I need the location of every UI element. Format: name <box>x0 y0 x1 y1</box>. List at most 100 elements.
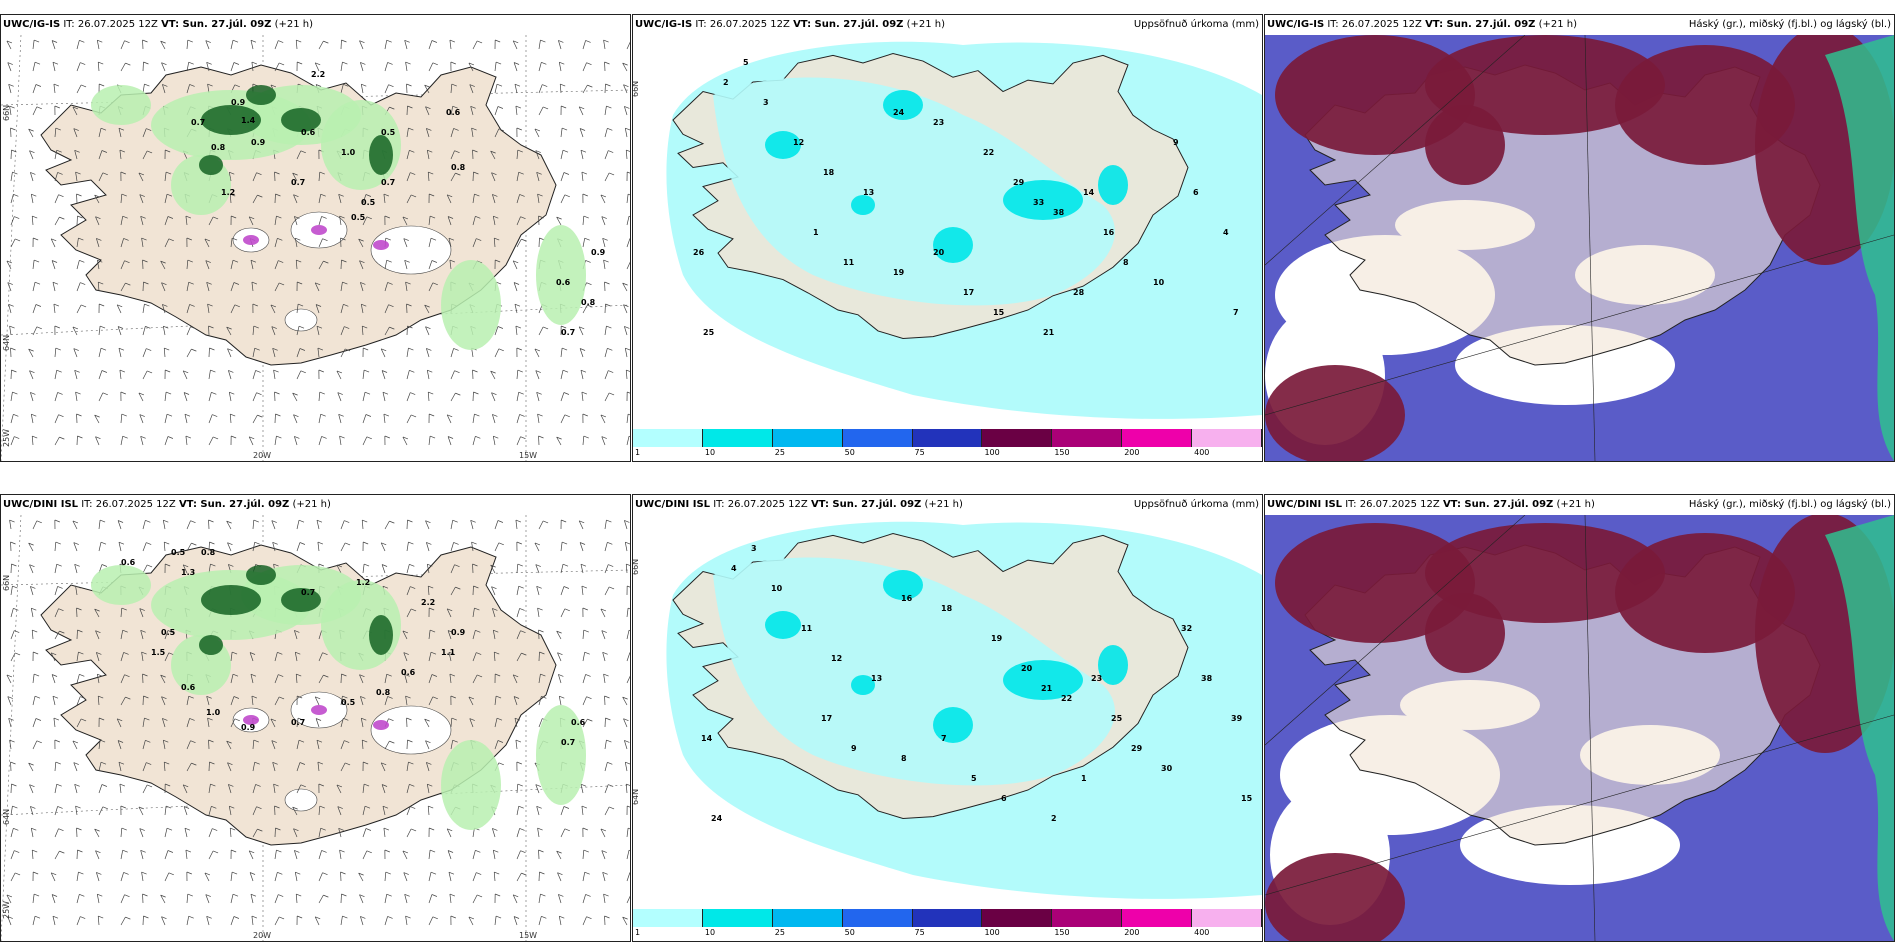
panel-variable-title: Uppsöfnuð úrkoma (mm) <box>1133 499 1259 510</box>
wind-value: 0.8 <box>581 298 596 307</box>
wind-value: 0.8 <box>211 143 226 152</box>
precip-value: 18 <box>823 168 835 177</box>
wind-value: 0.5 <box>341 698 356 707</box>
precip-value: 8 <box>1123 258 1129 267</box>
colorbar-swatch <box>1052 909 1123 927</box>
precip-value: 8 <box>901 754 907 763</box>
colorbar-swatch <box>912 909 983 927</box>
lon-label-15w: 15W <box>519 451 538 460</box>
wind-value: 0.8 <box>451 163 466 172</box>
colorbar-swatch <box>1192 429 1262 447</box>
precip-value: 38 <box>1053 208 1065 217</box>
precip-value: 20 <box>933 248 945 257</box>
wind-value: 0.5 <box>381 128 396 137</box>
colorbar-tick-label: 1 <box>635 928 641 937</box>
precip-value: 39 <box>1231 714 1243 723</box>
precip-value: 29 <box>1013 178 1025 187</box>
wind-value: 1.2 <box>221 188 235 197</box>
precip-value: 12 <box>831 654 842 663</box>
precip-value: 7 <box>941 734 947 743</box>
panel-title: UWC/DINI ISL IT: 26.07.2025 12Z VT: Sun.… <box>635 499 963 510</box>
colorbar-swatch <box>702 909 773 927</box>
precip-value: 2 <box>1051 814 1057 823</box>
map-panel-wind-igis: UWC/IG-IS IT: 26.07.2025 12Z VT: Sun. 27… <box>0 14 631 462</box>
colorbar-tick-label: 400 <box>1194 928 1210 937</box>
wind-value: 0.6 <box>556 278 571 287</box>
precip-value: 29 <box>1131 744 1143 753</box>
precip-value: 32 <box>1181 624 1192 633</box>
precip-value: 6 <box>1001 794 1007 803</box>
map-canvas <box>1265 515 1894 941</box>
precip-value: 25 <box>703 328 715 337</box>
precip-colorbar: 1 10 25 50 75 100 150 200 400 <box>633 429 1262 461</box>
lat-label-66n: 66N <box>632 558 640 575</box>
colorbar-swatch <box>982 429 1053 447</box>
precip-value: 3 <box>763 98 769 107</box>
precip-value: 17 <box>821 714 832 723</box>
wind-value: 0.5 <box>171 548 186 557</box>
precip-value: 6 <box>1193 188 1199 197</box>
map-panel-cloud-igis: UWC/IG-IS IT: 26.07.2025 12Z VT: Sun. 27… <box>1264 14 1895 462</box>
colorbar-swatch <box>1052 429 1123 447</box>
map-canvas: 2.2 1.4 0.7 0.9 0.6 1.0 0.5 0.6 0.8 0.7 0.5 1.2 0.9 0… <box>1 35 630 461</box>
colorbar-tick-label: 100 <box>984 448 1000 457</box>
precip-value: 23 <box>933 118 944 127</box>
map-panel-precip-igis: UWC/IG-IS IT: 26.07.2025 12Z VT: Sun. 27… <box>632 14 1263 462</box>
lat-label-64n: 64N <box>632 788 640 805</box>
precip-value: 9 <box>1173 138 1179 147</box>
wind-value: 0.7 <box>381 178 395 187</box>
precip-value: 2 <box>723 78 729 87</box>
wind-value: 0.7 <box>561 738 575 747</box>
colorbar-tick-label: 150 <box>1054 448 1070 457</box>
colorbar-tick-label: 50 <box>844 448 855 457</box>
map-canvas: 5231218132423222933381416810964711119201… <box>633 35 1262 429</box>
lon-label-25w: 25W <box>2 428 11 447</box>
map-panel-wind-dini: UWC/DINI ISL IT: 26.07.2025 12Z VT: Sun.… <box>0 494 631 942</box>
precip-value: 26 <box>693 248 705 257</box>
colorbar-tick-label: 200 <box>1124 928 1140 937</box>
precip-value: 19 <box>991 634 1003 643</box>
wind-value: 0.6 <box>401 668 416 677</box>
precip-value: 4 <box>1223 228 1229 237</box>
lat-label-64n: 64N <box>2 334 11 351</box>
precip-value: 21 <box>1041 684 1053 693</box>
lat-label-64n: 64N <box>2 808 11 825</box>
map-canvas <box>1265 35 1894 461</box>
precip-value: 10 <box>1153 278 1165 287</box>
colorbar-tick-label: 1 <box>635 448 641 457</box>
wind-value: 0.7 <box>301 588 315 597</box>
map-canvas: 3410111213161819202122232529303238391517… <box>633 515 1262 909</box>
wind-value: 2.2 <box>421 598 435 607</box>
wind-value: 0.6 <box>301 128 316 137</box>
precip-value: 13 <box>863 188 874 197</box>
colorbar-swatch <box>772 429 843 447</box>
wind-value: 0.8 <box>201 548 216 557</box>
precip-value: 28 <box>1073 288 1085 297</box>
panel-title: UWC/IG-IS IT: 26.07.2025 12Z VT: Sun. 27… <box>635 19 946 30</box>
precip-value: 13 <box>871 674 882 683</box>
wind-value: 0.6 <box>121 558 136 567</box>
map-canvas: 0.5 0.8 0.6 1.3 0.7 1.2 2.2 0.9 1.1 0.6 0.8 0.5 0.7 0… <box>1 515 630 941</box>
wind-value: 0.9 <box>251 138 266 147</box>
wind-value: 0.9 <box>451 628 466 637</box>
precip-value: 22 <box>983 148 994 157</box>
lat-label-66n: 66N <box>632 80 640 97</box>
precip-value: 16 <box>901 594 913 603</box>
colorbar-swatch <box>1122 429 1193 447</box>
colorbar-swatch <box>842 909 913 927</box>
precip-value: 16 <box>1103 228 1115 237</box>
wind-value: 1.0 <box>341 148 356 157</box>
colorbar-tick-label: 10 <box>704 448 716 457</box>
precip-value: 10 <box>771 584 783 593</box>
colorbar-tick-label: 400 <box>1194 448 1210 457</box>
wind-value: 1.3 <box>181 568 195 577</box>
precip-value: 24 <box>893 108 905 117</box>
wind-value: 0.9 <box>241 723 256 732</box>
precip-value: 5 <box>971 774 977 783</box>
panel-variable-title: Háský (gr.), miðský (fj.bl.) og lágský (… <box>1688 19 1891 30</box>
panel-title: UWC/IG-IS IT: 26.07.2025 12Z VT: Sun. 27… <box>1267 19 1578 30</box>
colorbar-swatch <box>633 909 703 927</box>
map-panel-precip-dini: UWC/DINI ISL IT: 26.07.2025 12Z VT: Sun.… <box>632 494 1263 942</box>
precip-value: 25 <box>1111 714 1123 723</box>
lat-label-66n: 66N <box>2 574 11 591</box>
